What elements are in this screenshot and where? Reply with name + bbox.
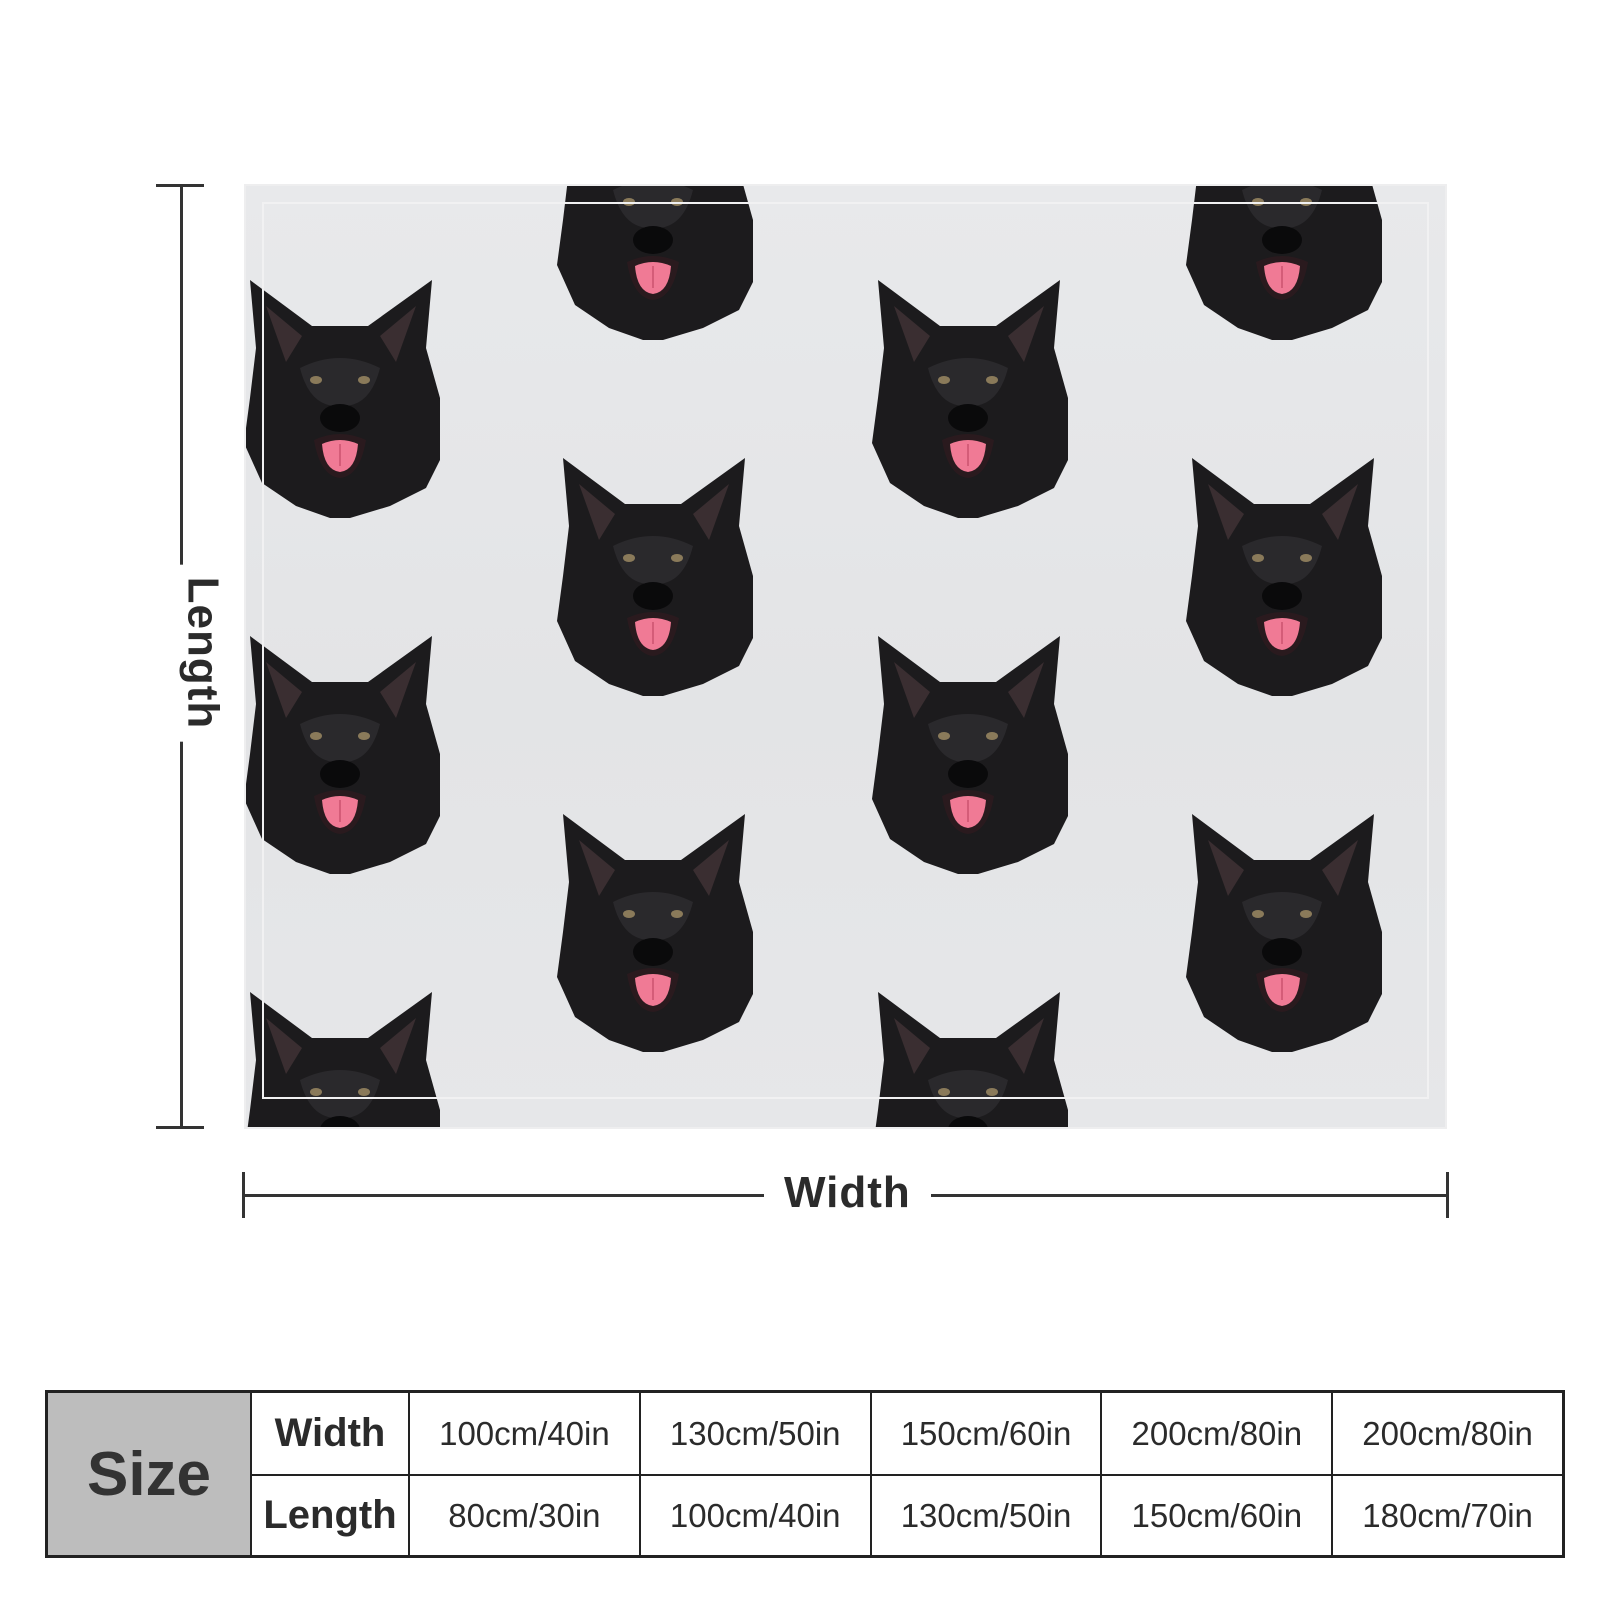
width-cell: 150cm/60in [869,1393,1101,1474]
dog-head-icon [868,278,1068,523]
width-cell: 200cm/80in [1100,1393,1331,1474]
width-cell: 200cm/80in [1331,1393,1562,1474]
width-cell: 130cm/50in [638,1393,870,1474]
dog-head-icon [553,456,753,701]
length-cell: 100cm/40in [638,1474,870,1555]
dog-head-icon [244,278,440,523]
dog-head-icon [1182,812,1382,1057]
dog-head-icon [244,634,440,879]
size-header: Size [48,1393,250,1555]
dog-head-icon [553,812,753,1057]
dog-head-icon [868,634,1068,879]
length-label: Length [177,564,228,742]
length-cell: 130cm/50in [869,1474,1101,1555]
length-row-header: Length [250,1474,408,1555]
dog-head-icon [1182,456,1382,701]
dog-head-icon [1182,184,1382,345]
blanket-preview [244,184,1447,1129]
width-row-header: Width [250,1393,408,1474]
size-table: Size Width 100cm/40in 130cm/50in 150cm/6… [45,1390,1565,1558]
length-cell: 180cm/70in [1331,1474,1562,1555]
dog-head-icon [553,184,753,345]
width-label: Width [764,1168,931,1218]
dog-head-icon [868,990,1068,1129]
dog-head-icon [244,990,440,1129]
length-cell: 80cm/30in [408,1474,639,1555]
length-cell: 150cm/60in [1100,1474,1332,1555]
width-cell: 100cm/40in [408,1393,639,1474]
